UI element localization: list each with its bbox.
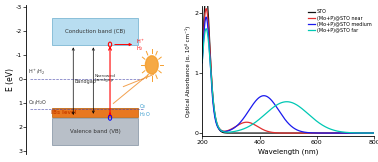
(Mo+P)@STO far — [372, 132, 376, 134]
Line: (Mo+P)@STO far: (Mo+P)@STO far — [202, 29, 374, 133]
(Mo+P)@STO far — [330, 129, 334, 131]
STO — [315, 132, 320, 134]
Y-axis label: E (eV): E (eV) — [6, 68, 15, 91]
STO — [372, 132, 376, 134]
Text: H$^+$/H$_2$: H$^+$/H$_2$ — [28, 68, 45, 77]
Line: (Mo+P)@STO medium: (Mo+P)@STO medium — [202, 17, 374, 133]
(Mo+P)@STO near — [302, 132, 306, 134]
(Mo+P)@STO far — [200, 61, 204, 63]
(Mo+P)@STO near — [372, 132, 376, 134]
X-axis label: Wavelength (nm): Wavelength (nm) — [258, 148, 318, 155]
STO — [278, 132, 283, 134]
Text: Bandgap: Bandgap — [75, 79, 97, 84]
(Mo+P)@STO near — [330, 132, 334, 134]
Line: STO: STO — [202, 0, 374, 133]
(Mo+P)@STO far — [231, 131, 235, 133]
Text: Conduction band (CB): Conduction band (CB) — [65, 29, 125, 34]
(Mo+P)@STO near — [200, 57, 204, 59]
(Mo+P)@STO far — [204, 28, 209, 30]
Line: (Mo+P)@STO near: (Mo+P)@STO near — [202, 9, 374, 133]
Bar — [51, 18, 138, 45]
Text: H$_2$O: H$_2$O — [139, 110, 151, 119]
(Mo+P)@STO far — [315, 121, 320, 123]
(Mo+P)@STO medium — [231, 128, 235, 130]
STO — [200, 56, 204, 58]
STO — [245, 132, 249, 134]
(Mo+P)@STO far — [302, 109, 306, 111]
Y-axis label: Optical Absorbance (α, 10⁴ cm⁻¹): Optical Absorbance (α, 10⁴ cm⁻¹) — [185, 26, 191, 117]
(Mo+P)@STO near — [278, 132, 283, 134]
(Mo+P)@STO medium — [200, 62, 204, 64]
(Mo+P)@STO near — [315, 132, 320, 134]
Text: Narrowed
bandgap: Narrowed bandgap — [95, 74, 116, 82]
STO — [330, 132, 334, 134]
Circle shape — [146, 56, 158, 74]
(Mo+P)@STO far — [278, 102, 283, 104]
Legend: STO, (Mo+P)@STO near, (Mo+P)@STO medium, (Mo+P)@STO far: STO, (Mo+P)@STO near, (Mo+P)@STO medium,… — [308, 9, 372, 34]
(Mo+P)@STO near — [245, 121, 249, 123]
(Mo+P)@STO medium — [330, 132, 334, 134]
(Mo+P)@STO medium — [278, 112, 283, 114]
(Mo+P)@STO medium — [372, 132, 376, 134]
STO — [231, 132, 235, 134]
(Mo+P)@STO near — [204, 8, 209, 10]
Text: H$_2$: H$_2$ — [136, 44, 144, 53]
(Mo+P)@STO medium — [302, 131, 306, 133]
(Mo+P)@STO near — [231, 127, 235, 129]
Text: O$_2$/H$_2$O: O$_2$/H$_2$O — [28, 98, 47, 107]
(Mo+P)@STO medium — [204, 16, 209, 18]
Text: Valence band (VB): Valence band (VB) — [70, 129, 120, 134]
Text: O$_2$: O$_2$ — [139, 103, 147, 111]
Bar — [51, 108, 138, 117]
Text: IBs level: IBs level — [51, 110, 76, 115]
STO — [302, 132, 306, 134]
Bar — [51, 118, 138, 145]
(Mo+P)@STO medium — [245, 113, 249, 115]
(Mo+P)@STO medium — [315, 132, 320, 134]
Text: H$^+$: H$^+$ — [136, 37, 145, 46]
(Mo+P)@STO far — [245, 127, 249, 128]
